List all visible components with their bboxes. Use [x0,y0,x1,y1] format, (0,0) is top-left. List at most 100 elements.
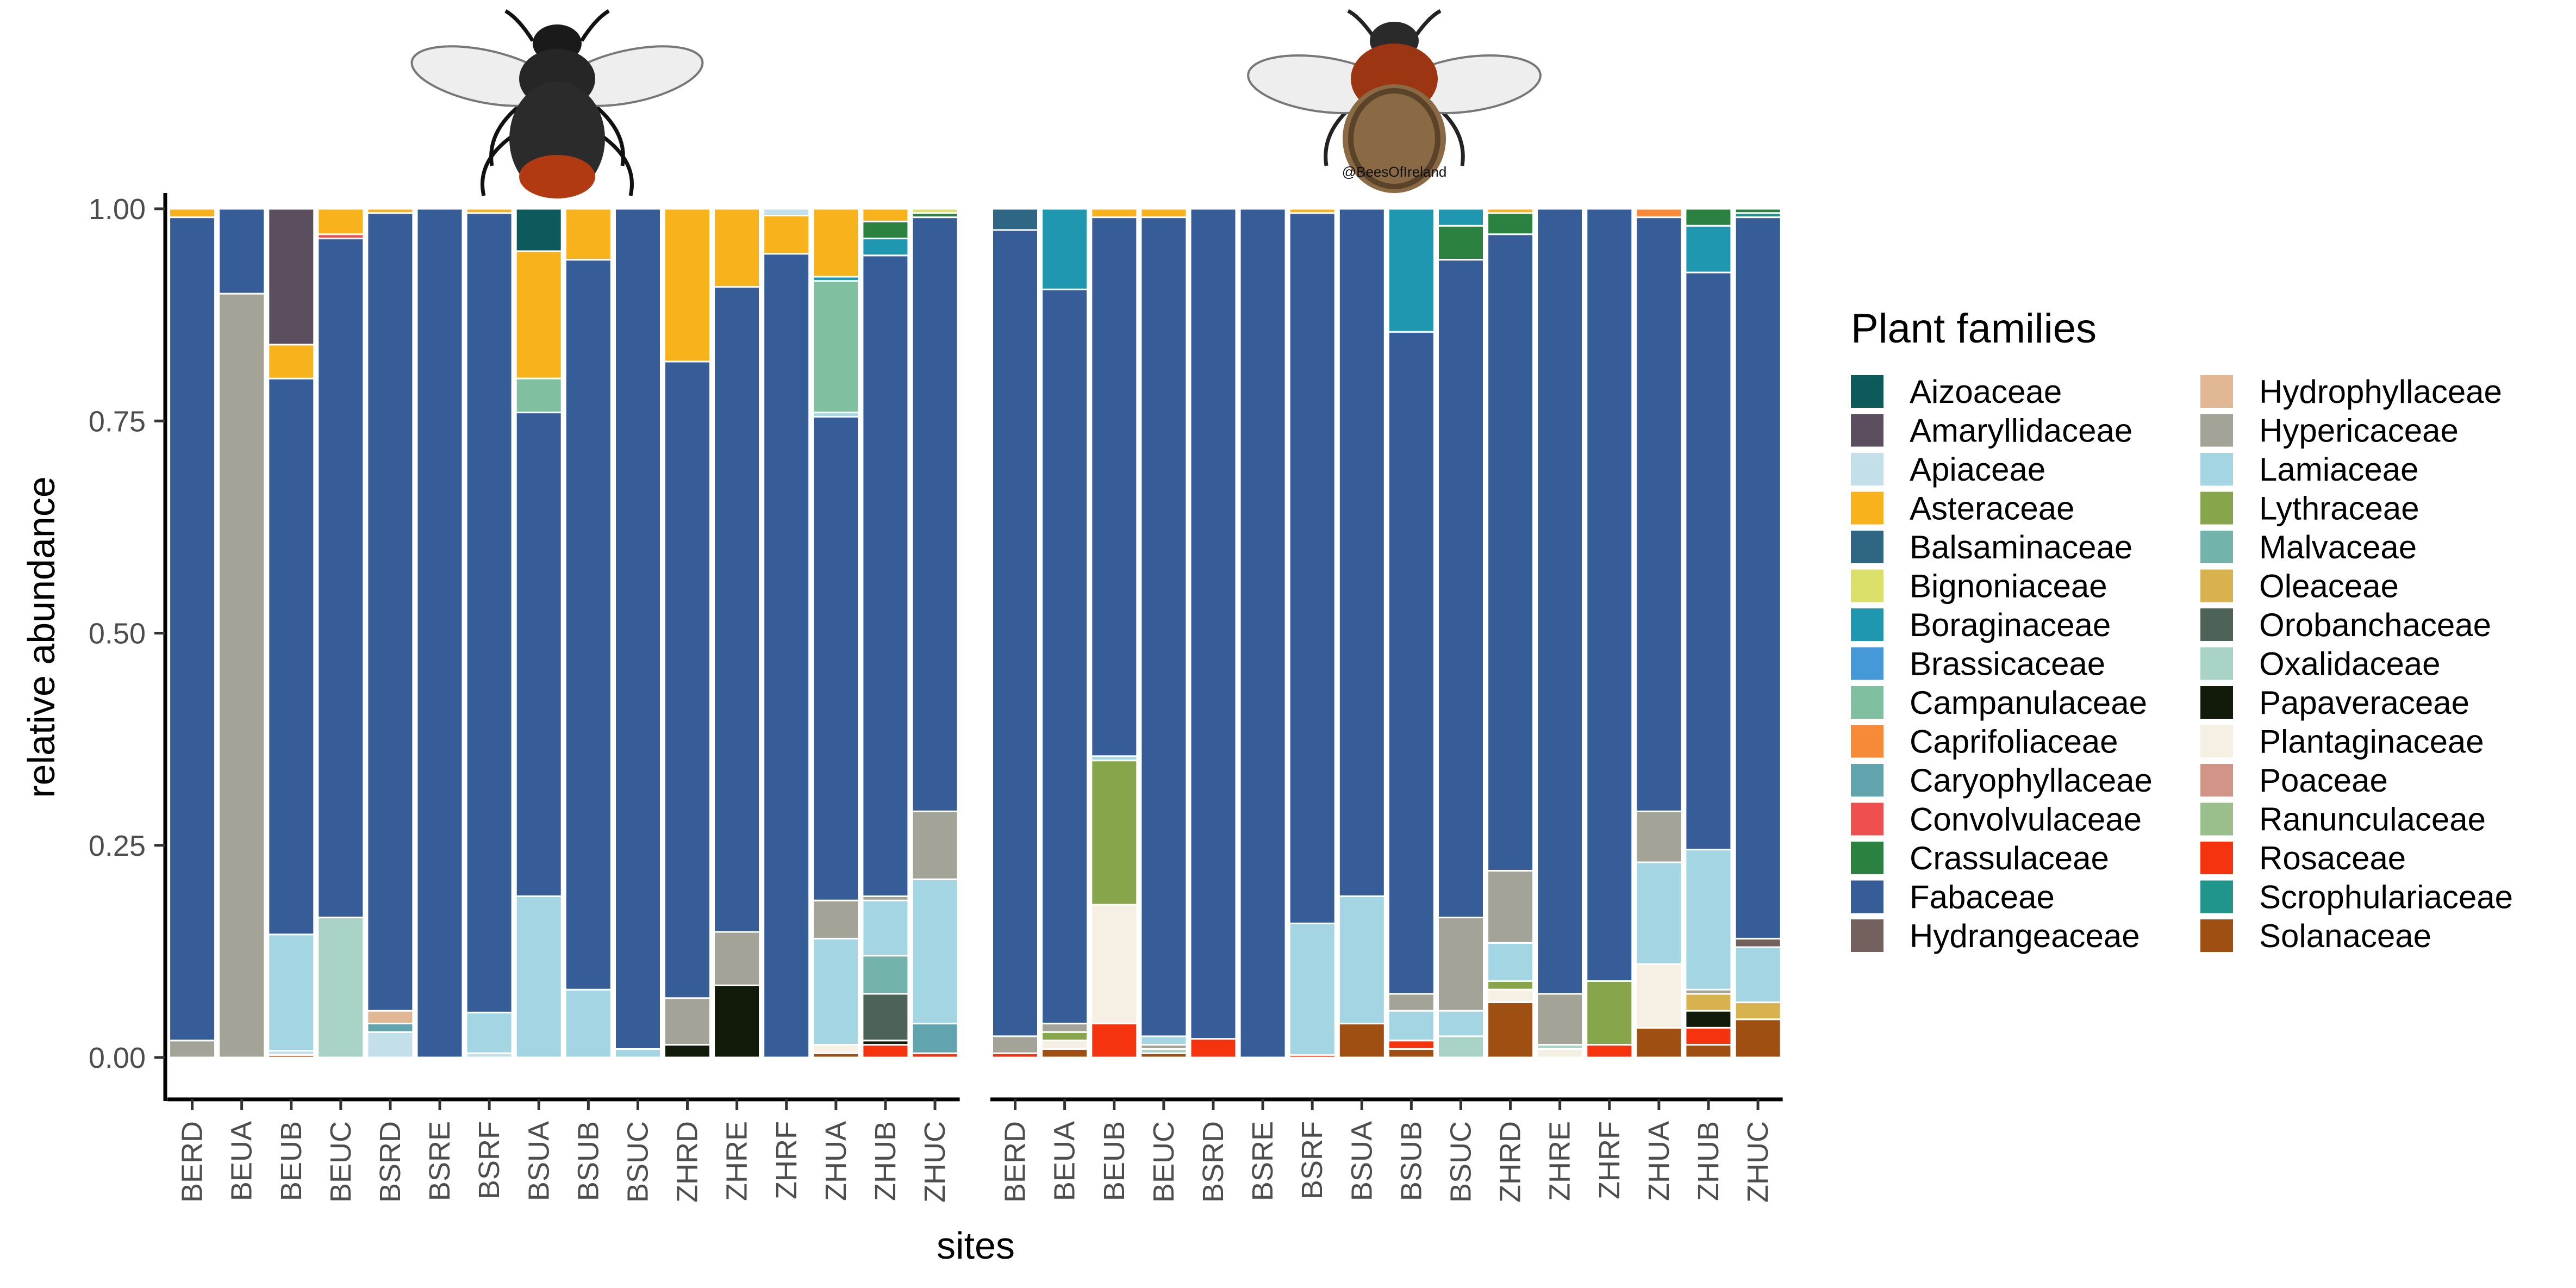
bar-segment-balsaminaceae [991,208,1039,231]
bar-BEUB [1090,208,1138,1059]
bar-segment-bignoniaceae [911,208,959,214]
bar-BSUA [1338,208,1386,1059]
legend-swatch [1851,414,1883,447]
legend-label: Boraginaceae [1910,607,2111,643]
legend-label: Poaceae [2259,762,2388,799]
y-tick-label: 1.00 [89,193,146,226]
x-tick-label: BSUC [1444,1121,1477,1203]
bar-segment-fabaceae [911,216,959,812]
bar-BEUA [218,208,266,1059]
legend-title: Plant families [1851,306,2097,352]
bar-ZHUC [1734,208,1782,1059]
bar-ZHRD [1487,208,1535,1059]
x-tick-label: ZHUB [1692,1121,1725,1201]
bar-segment-asteraceae [515,250,563,379]
bar-BSRE [416,208,464,1059]
bar-segment-fabaceae [991,229,1039,1037]
legend-item-caprifoliaceae: Caprifoliaceae [1851,724,2118,760]
panel-black-bee [169,208,959,1059]
x-tick-label: BSUB [1395,1121,1427,1201]
legend-item-boraginaceae: Boraginaceae [1851,607,2111,643]
x-tick-label: BERD [999,1121,1032,1203]
legend-item-convolvulaceae: Convolvulaceae [1851,801,2142,838]
bar-segment-plantaginaceae [812,1044,860,1054]
bar-segment-fabaceae [664,360,711,999]
bar-segment-lamiaceae [614,1048,662,1059]
bar-segment-boraginaceae [1685,225,1732,273]
bar-segment-solanaceae [1041,1048,1089,1059]
legend-swatch [2200,608,2233,641]
bar-segment-orobanchaceae [862,993,909,1042]
bar-BSUC [1437,208,1485,1059]
bar-segment-fabaceae [1685,271,1732,851]
legend-swatch [1851,647,1883,680]
bar-ZHUA [812,208,860,1059]
y-axis-title: relative abundance [20,476,63,798]
x-axis-panel-2: BERD BEUA BEUB BEUC BSRD BSRE BSRF BSUA BSUB BSUC… [990,1097,1783,1203]
legend-swatch [2200,531,2233,563]
bar-segment-papaveraceae [713,984,761,1059]
legend-label: Plantaginaceae [2259,724,2484,760]
x-tick-label: BEUA [1049,1121,1081,1201]
bar-segment-solanaceae [1734,1018,1782,1059]
panel-orange-bee [991,208,1782,1059]
legend-label: Convolvulaceae [1910,801,2142,838]
legend-swatch [1851,686,1883,719]
bar-segment-lamiaceae [1387,1010,1435,1042]
bar-segment-fabaceae [1734,216,1782,939]
bar-segment-fabaceae [218,208,266,295]
legend-swatch [2200,414,2233,447]
bar-ZHRF [763,208,810,1059]
legend-label: Apiaceae [1910,451,2045,488]
legend-item-poaceae: Poaceae [2200,762,2388,799]
bar-segment-caryophyllaceae [366,1023,414,1033]
bar-segment-asteraceae [564,208,612,261]
x-axis-title: sites [937,1224,1015,1267]
bar-segment-plantaginaceae [1090,904,1138,1024]
bar-segment-solanaceae [1487,1001,1535,1059]
bar-segment-fabaceae [366,212,414,1012]
legend-swatch [2200,686,2233,719]
bar-segment-asteraceae [366,208,414,214]
bar-segment-asteraceae [1487,208,1535,214]
y-tick-label: 0.25 [89,830,146,862]
bar-segment-fabaceae [1288,212,1336,924]
legend-item-hydrangeaceae: Hydrangeaceae [1851,918,2140,954]
bar-segment-hypericaceae [713,931,761,986]
legend-item-crassulaceae: Crassulaceae [1851,840,2109,876]
bar-BSUB [1387,208,1435,1059]
legend-label: Crassulaceae [1910,840,2109,876]
bar-segment-fabaceae [1586,208,1633,982]
bar-segment-fabaceae [1239,208,1287,1059]
x-tick-label: BEUC [325,1121,357,1203]
y-tick-label: 0.00 [89,1042,146,1074]
bar-segment-hypericaceae [1387,993,1435,1012]
bar-segment-hypericaceae [1487,870,1535,944]
bar-segment-asteraceae [862,208,909,222]
x-tick-label: BSUA [1345,1121,1378,1201]
bar-segment-rosaceae [1090,1023,1138,1059]
bar-segment-campanulaceae [812,280,860,414]
legend-swatch [1851,725,1883,758]
bee-illustration-orange: @BeesOfIreland [1247,9,1542,193]
x-tick-label: BSUA [522,1121,555,1201]
x-tick-label: ZHRE [721,1121,753,1201]
legend-label: Asteraceae [1910,490,2075,527]
legend-swatch [1851,375,1883,408]
legend-swatch [2200,647,2233,680]
legend-item-lythraceae: Lythraceae [2200,490,2419,527]
bar-segment-asteraceae [812,208,860,278]
bar-segment-fabaceae [1041,288,1089,1025]
bar-segment-lamiaceae [1338,895,1386,1025]
bar-segment-lamiaceae [862,899,909,957]
bar-segment-fabaceae [1437,259,1485,919]
x-tick-label: ZHUC [1742,1121,1774,1203]
bar-segment-papaveraceae [664,1044,711,1059]
bar-segment-lamiaceae [1487,942,1535,982]
bar-segment-fabaceae [713,286,761,933]
bar-segment-fabaceae [1387,331,1435,995]
x-tick-label: ZHUA [820,1121,852,1201]
x-tick-label: BEUA [226,1121,258,1201]
legend-item-lamiaceae: Lamiaceae [2200,451,2419,488]
bar-segment-crassulaceae [1685,208,1732,227]
